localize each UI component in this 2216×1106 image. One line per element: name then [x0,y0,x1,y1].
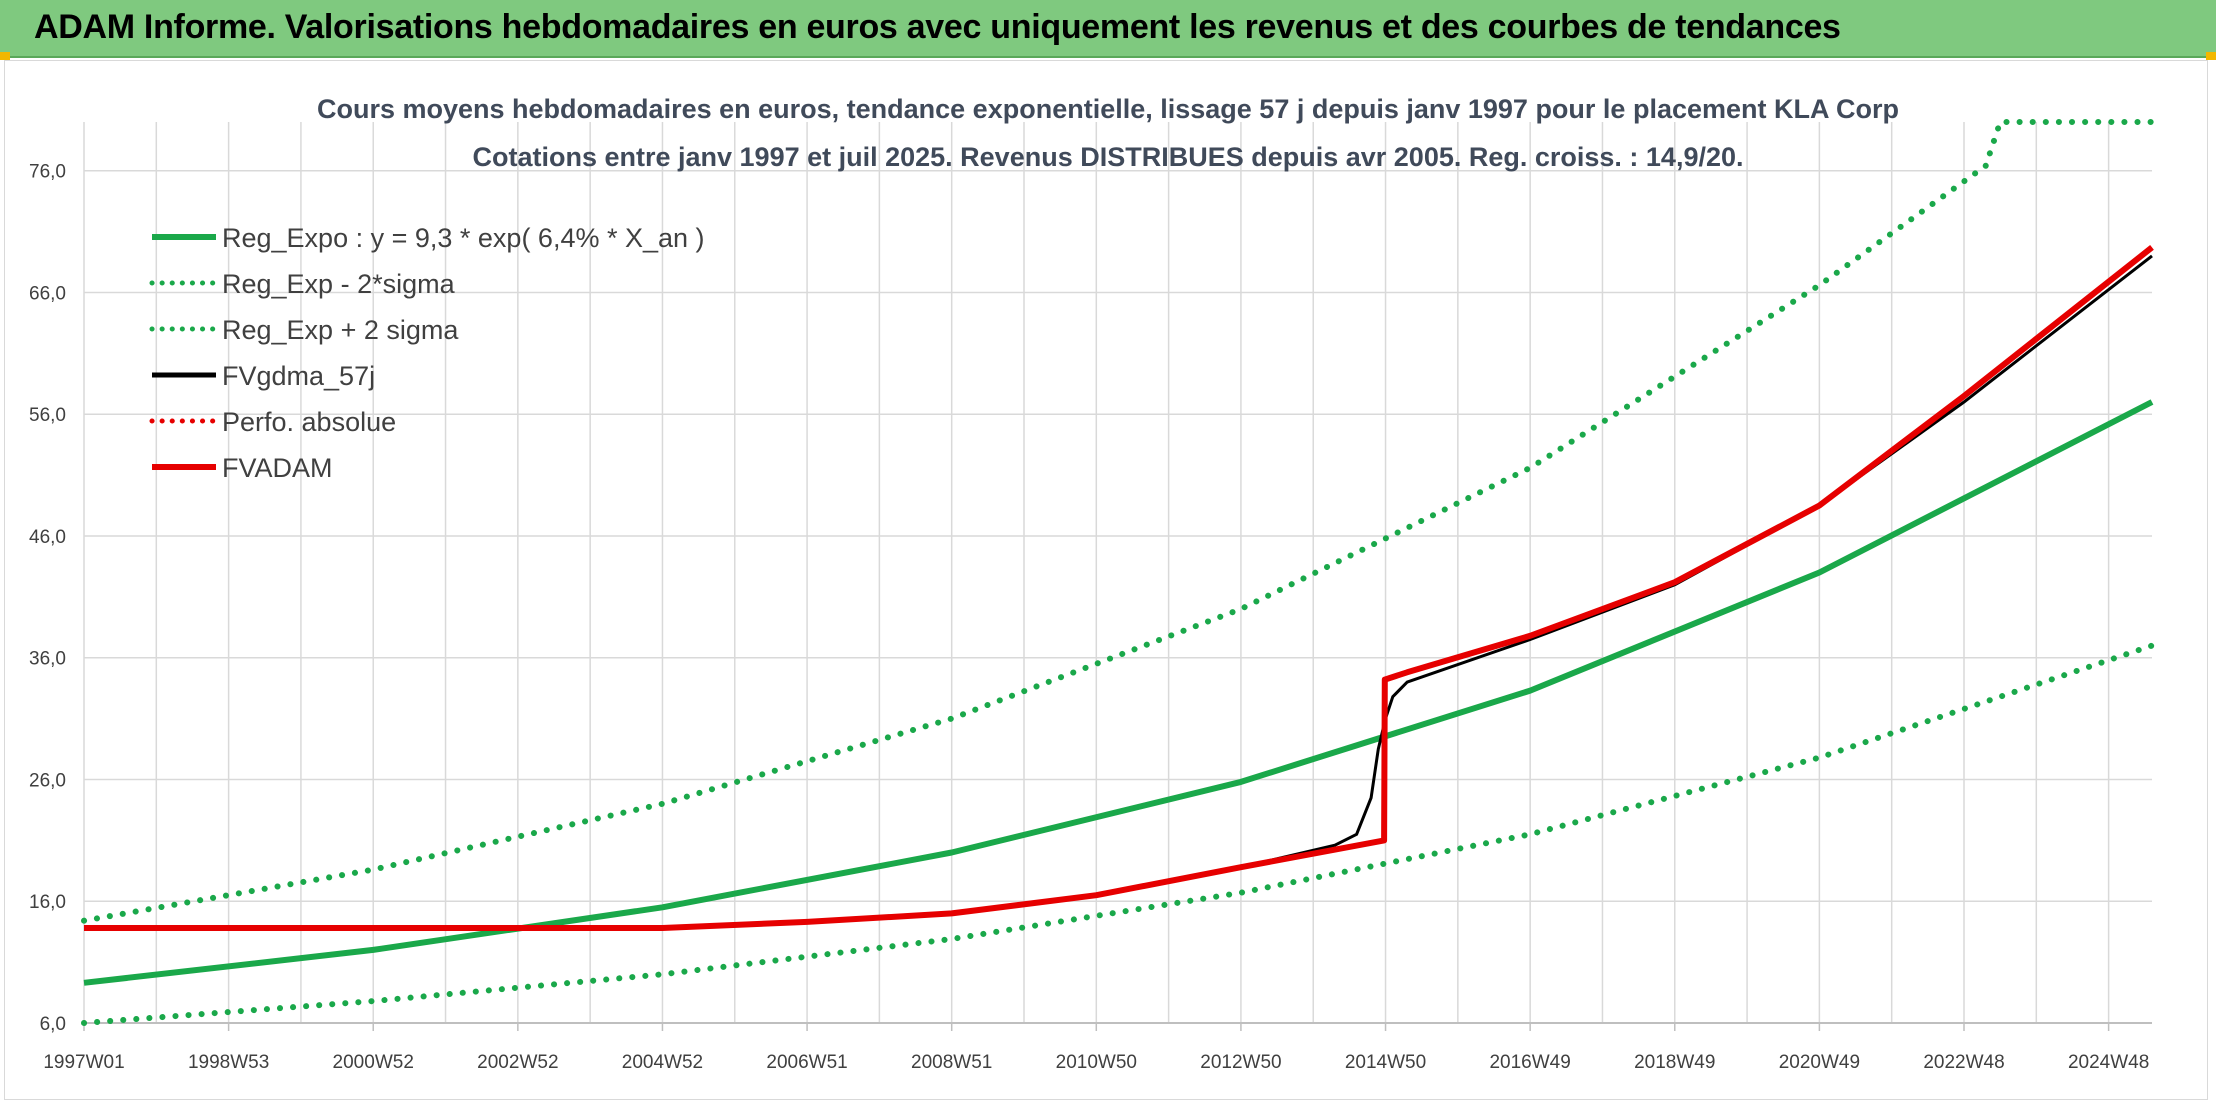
x-tick-label: 2012W50 [1200,1052,1281,1073]
y-tick-label: 16,0 [29,892,66,913]
corner-marker-left [0,52,10,60]
legend-label: Reg_Exp - 2*sigma [222,269,456,299]
x-axis-ticks: 1997W01 1998W53 2000W52 2002W52 2004W52 2006W… [43,1023,2149,1073]
x-tick-label: 2018W49 [1634,1052,1715,1073]
x-tick-label: 2020W49 [1779,1052,1860,1073]
x-tick-label: 2010W50 [1056,1052,1137,1073]
y-axis-ticks: 6,0 16,0 26,0 36,0 46,0 56,0 66,0 76,0 [29,162,66,1035]
x-tick-label: 2002W52 [477,1052,558,1073]
chart-legend: Reg_Expo : y = 9,3 * exp( 6,4% * X_an ) R… [149,223,705,483]
x-tick-label: 2022W48 [1923,1052,2004,1073]
chart-title-line-2: Cotations entre janv 1997 et juil 2025. … [472,142,1743,172]
x-tick-label: 2016W49 [1489,1052,1570,1073]
y-tick-label: 56,0 [29,405,66,426]
series-line-0 [83,399,2154,986]
y-tick-label: 26,0 [29,770,66,791]
y-tick-label: 46,0 [29,527,66,548]
legend-label: FVgdma_57j [222,361,375,391]
y-tick-label: 76,0 [29,162,66,183]
x-tick-label: 2000W52 [333,1052,414,1073]
series-line-1 [81,642,2155,1026]
x-tick-label: 2014W50 [1345,1052,1426,1073]
legend-label: Reg_Expo : y = 9,3 * exp( 6,4% * X_an ) [222,223,705,253]
report-title: ADAM Informe. Valorisations hebdomadaire… [34,8,1841,46]
legend-label: Perfo. absolue [222,407,396,437]
chart-frame [4,60,2208,1100]
x-tick-label: 1998W53 [188,1052,269,1073]
chart-grid [83,122,2152,1024]
chart-series [81,119,2155,1026]
series-line-5 [84,245,2154,931]
y-tick-label: 6,0 [40,1014,66,1035]
legend-label: Reg_Exp + 2 sigma [222,315,459,345]
x-tick-label: 2024W48 [2068,1052,2149,1073]
y-tick-label: 66,0 [29,283,66,304]
corner-marker-right [2206,52,2216,60]
series-line-2 [81,119,2155,924]
legend-label: FVADAM [222,453,333,483]
chart-title-line-1: Cours moyens hebdomadaires en euros, ten… [317,94,1899,124]
x-tick-label: 2006W51 [766,1052,847,1073]
report-header: ADAM Informe. Valorisations hebdomadaire… [0,0,2216,58]
y-tick-label: 36,0 [29,649,66,670]
x-tick-label: 2008W51 [911,1052,992,1073]
series-line-3 [84,254,2153,930]
x-tick-label: 2004W52 [622,1052,703,1073]
x-tick-label: 1997W01 [43,1052,124,1073]
